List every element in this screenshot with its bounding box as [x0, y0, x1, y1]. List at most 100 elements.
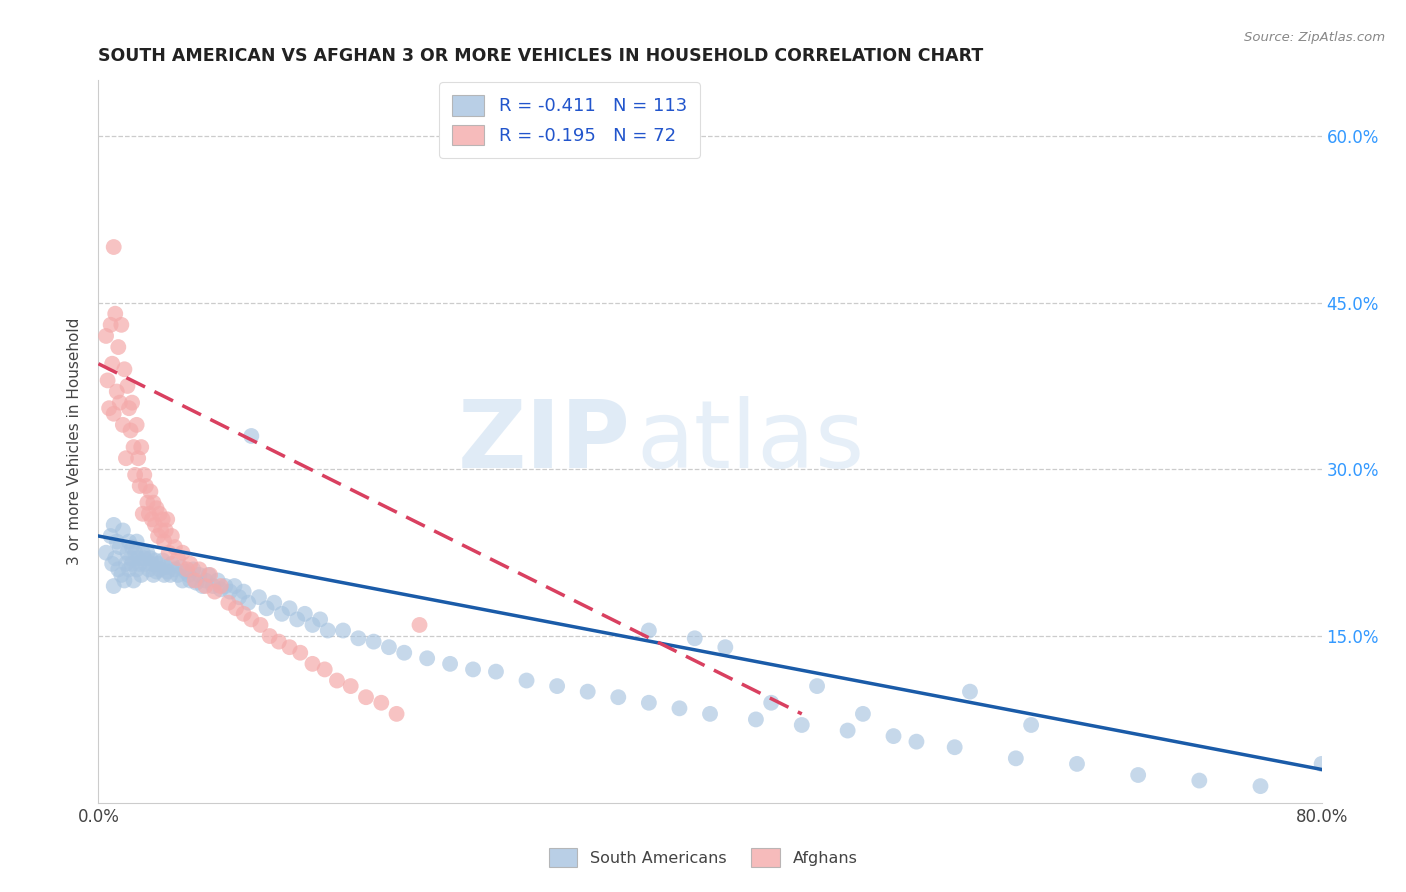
Point	[153, 568, 176, 582]
Point	[225, 601, 247, 615]
Point	[155, 560, 177, 574]
Point	[270, 607, 292, 621]
Point	[145, 565, 167, 579]
Point	[167, 551, 190, 566]
Point	[198, 568, 221, 582]
Point	[153, 534, 176, 549]
Point	[100, 318, 122, 332]
Point	[97, 373, 120, 387]
Point	[172, 546, 194, 560]
Point	[127, 551, 149, 566]
Point	[118, 534, 141, 549]
Point	[107, 562, 129, 576]
Point	[152, 512, 174, 526]
Point	[204, 584, 226, 599]
Point	[111, 524, 134, 538]
Point	[120, 551, 142, 566]
Point	[122, 574, 145, 588]
Point	[145, 501, 167, 516]
Point	[135, 557, 157, 571]
Point	[138, 562, 160, 576]
Point	[181, 562, 204, 576]
Point	[135, 479, 157, 493]
Point	[1019, 718, 1042, 732]
Point	[136, 546, 159, 560]
Point	[314, 662, 336, 676]
Point	[117, 546, 139, 560]
Point	[209, 582, 232, 597]
Point	[326, 673, 349, 688]
Point	[607, 690, 630, 705]
Y-axis label: 3 or more Vehicles in Household: 3 or more Vehicles in Household	[67, 318, 83, 566]
Point	[115, 451, 138, 466]
Point	[94, 329, 117, 343]
Point	[129, 568, 152, 582]
Point	[232, 607, 254, 621]
Point	[146, 529, 169, 543]
Point	[207, 574, 229, 588]
Point	[790, 718, 813, 732]
Point	[108, 395, 131, 409]
Point	[155, 524, 177, 538]
Point	[146, 557, 169, 571]
Legend: R = -0.411   N = 113, R = -0.195   N = 72: R = -0.411 N = 113, R = -0.195 N = 72	[439, 82, 700, 158]
Point	[141, 512, 163, 526]
Point	[172, 574, 194, 588]
Point	[943, 740, 966, 755]
Point	[177, 568, 200, 582]
Point	[219, 584, 242, 599]
Point	[485, 665, 508, 679]
Point	[224, 579, 246, 593]
Point	[139, 551, 162, 566]
Point	[132, 546, 155, 560]
Point	[1066, 756, 1088, 771]
Point	[202, 579, 225, 593]
Point	[194, 579, 217, 593]
Point	[385, 706, 408, 721]
Point	[637, 696, 661, 710]
Point	[745, 713, 768, 727]
Point	[108, 540, 131, 554]
Text: ZIP: ZIP	[457, 395, 630, 488]
Point	[363, 634, 385, 648]
Point	[683, 632, 706, 646]
Point	[101, 357, 124, 371]
Point	[103, 407, 125, 421]
Point	[122, 440, 145, 454]
Point	[125, 534, 148, 549]
Point	[263, 596, 285, 610]
Point	[124, 467, 146, 482]
Point	[905, 734, 928, 748]
Point	[136, 496, 159, 510]
Point	[1249, 779, 1271, 793]
Point	[174, 565, 197, 579]
Point	[516, 673, 538, 688]
Point	[132, 507, 155, 521]
Point	[176, 562, 198, 576]
Point	[546, 679, 568, 693]
Point	[94, 546, 117, 560]
Point	[129, 440, 152, 454]
Point	[290, 646, 312, 660]
Point	[150, 524, 173, 538]
Point	[240, 612, 263, 626]
Point	[354, 690, 377, 705]
Point	[110, 568, 132, 582]
Point	[105, 534, 128, 549]
Point	[247, 590, 270, 604]
Point	[156, 512, 179, 526]
Point	[163, 540, 186, 554]
Point	[392, 646, 416, 660]
Point	[194, 574, 217, 588]
Point	[149, 562, 172, 576]
Point	[159, 568, 181, 582]
Point	[112, 362, 135, 376]
Point	[217, 596, 239, 610]
Point	[238, 596, 260, 610]
Text: SOUTH AMERICAN VS AFGHAN 3 OR MORE VEHICLES IN HOUSEHOLD CORRELATION CHART: SOUTH AMERICAN VS AFGHAN 3 OR MORE VEHIC…	[98, 47, 984, 65]
Point	[699, 706, 721, 721]
Point	[104, 551, 127, 566]
Point	[637, 624, 661, 638]
Point	[107, 340, 129, 354]
Point	[103, 579, 125, 593]
